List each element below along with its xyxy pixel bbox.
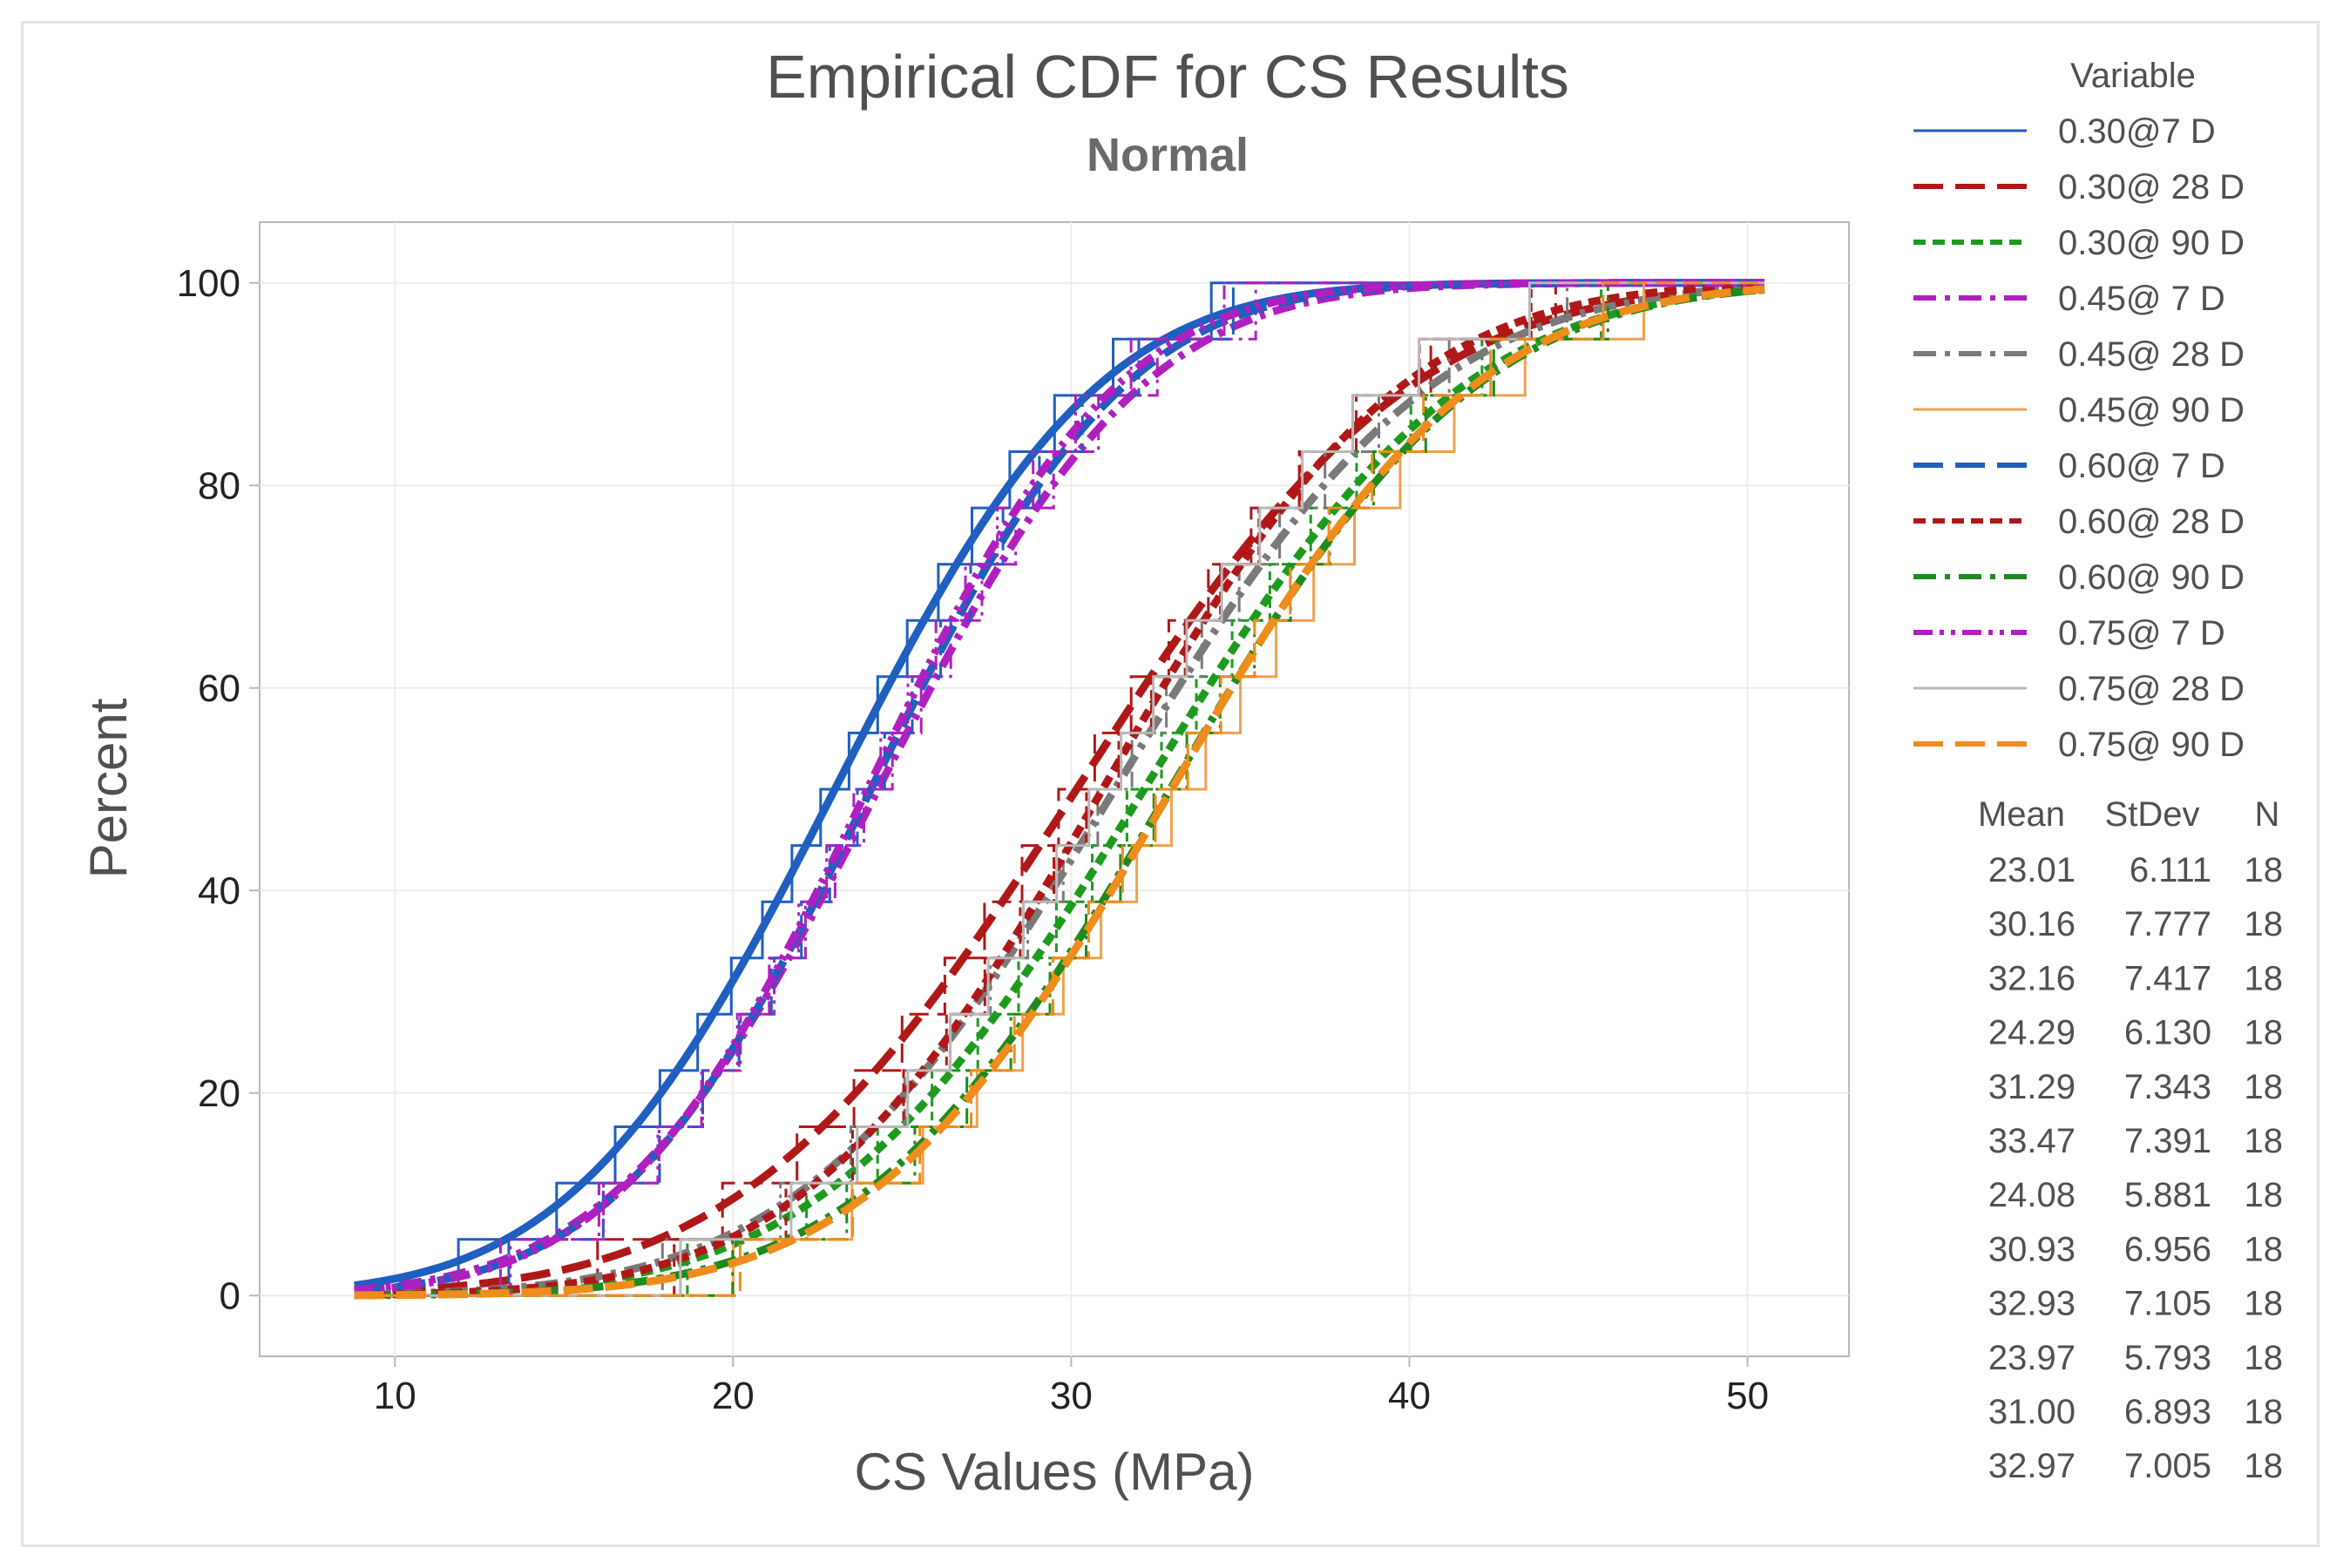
- y-tick-label: 100: [177, 262, 240, 305]
- stat-stdev: 6.956: [2124, 1230, 2211, 1268]
- fitted-cdf-series-8: [354, 281, 1765, 1299]
- stats-header-n: N: [2255, 795, 2280, 834]
- stat-mean: 33.47: [1988, 1122, 2076, 1160]
- x-axis-label: CS Values (MPa): [854, 1443, 1254, 1501]
- y-tick-label: 0: [220, 1274, 240, 1317]
- y-tick-label: 20: [198, 1072, 240, 1115]
- x-tick-label: 40: [1388, 1375, 1431, 1417]
- fitted-cdf-series-10: [354, 279, 1764, 1295]
- legend-entry-label: 0.45@ 7 D: [2058, 280, 2225, 318]
- stats-header-mean: Mean: [1978, 795, 2065, 834]
- y-tick-label: 80: [198, 464, 240, 507]
- legend-entry-label: 0.75@ 28 D: [2058, 670, 2245, 708]
- ecdf-step-series-11: [354, 281, 1764, 1297]
- stat-mean: 32.16: [1988, 959, 2076, 997]
- ecdf-step-series-10: [354, 281, 1764, 1297]
- y-tick-label: 40: [198, 869, 240, 912]
- stat-mean: 30.93: [1988, 1230, 2076, 1268]
- gridlines: [260, 222, 1849, 1356]
- stat-stdev: 6.893: [2124, 1393, 2211, 1431]
- x-tick-label: 30: [1050, 1375, 1093, 1417]
- legend-entry-label: 0.75@ 7 D: [2058, 614, 2225, 652]
- x-tick-label: 10: [374, 1375, 416, 1417]
- stat-n: 18: [2245, 1176, 2284, 1214]
- stat-n: 18: [2245, 959, 2284, 997]
- legend-entry-label: 0.60@ 7 D: [2058, 447, 2225, 485]
- stat-mean: 23.01: [1988, 851, 2076, 889]
- y-tick-label: 60: [198, 667, 240, 710]
- stats-header-stdev: StDev: [2105, 795, 2200, 834]
- stat-n: 18: [2245, 1230, 2284, 1268]
- stat-mean: 31.29: [1988, 1068, 2076, 1106]
- stat-stdev: 7.343: [2124, 1068, 2211, 1106]
- y-axis-label: Percent: [79, 698, 138, 878]
- chart-title: Empirical CDF for CS Results: [766, 43, 1569, 111]
- stat-n: 18: [2245, 1122, 2284, 1160]
- legend-entry-label: 0.30@ 28 D: [2058, 168, 2245, 206]
- chart-subtitle: Normal: [1087, 129, 1249, 181]
- legend-entry-label: 0.60@ 28 D: [2058, 503, 2245, 541]
- stat-stdev: 7.391: [2124, 1122, 2211, 1160]
- cdf-curves: [354, 279, 1765, 1300]
- stat-mean: 24.29: [1988, 1014, 2076, 1052]
- chart-frame: [21, 21, 2319, 1547]
- stat-mean: 31.00: [1988, 1393, 2076, 1431]
- legend-entry-label: 0.30@ 90 D: [2058, 224, 2245, 262]
- stat-n: 18: [2245, 905, 2284, 943]
- stat-stdev: 5.881: [2124, 1176, 2211, 1214]
- legend-title: Variable: [2070, 57, 2196, 95]
- stat-mean: 30.16: [1988, 905, 2076, 943]
- stat-mean: 32.93: [1988, 1285, 2076, 1323]
- stat-n: 18: [2245, 1285, 2284, 1323]
- fitted-cdf-series-12: [354, 285, 1765, 1300]
- legend-entry-label: 0.45@ 90 D: [2058, 391, 2245, 429]
- x-tick-label: 20: [712, 1375, 755, 1417]
- legend-entry-label: 0.30@7 D: [2058, 112, 2216, 151]
- stat-mean: 32.97: [1988, 1447, 2076, 1485]
- legend-entry-label: 0.60@ 90 D: [2058, 558, 2245, 597]
- legend: Variable Mean StDev N 0.30@7 D 0.30@ 28 D…: [1913, 57, 2283, 1485]
- stat-stdev: 5.793: [2124, 1339, 2211, 1377]
- stat-stdev: 6.130: [2124, 1014, 2211, 1052]
- plot-area: [259, 221, 1850, 1357]
- stat-n: 18: [2245, 1014, 2284, 1052]
- stat-stdev: 7.005: [2124, 1447, 2211, 1485]
- stat-stdev: 7.105: [2124, 1285, 2211, 1323]
- stat-stdev: 7.417: [2124, 959, 2211, 997]
- stat-n: 18: [2245, 1068, 2284, 1106]
- stat-mean: 23.97: [1988, 1339, 2076, 1377]
- legend-entry-label: 0.45@ 28 D: [2058, 335, 2245, 374]
- stat-stdev: 7.777: [2124, 905, 2211, 943]
- stat-n: 18: [2245, 1393, 2284, 1431]
- stat-n: 18: [2245, 851, 2284, 889]
- ecdf-step-series-12: [354, 281, 1764, 1297]
- stat-mean: 24.08: [1988, 1176, 2076, 1214]
- stat-n: 18: [2245, 1339, 2284, 1377]
- x-tick-label: 50: [1726, 1375, 1769, 1417]
- stat-stdev: 6.111: [2130, 851, 2211, 889]
- legend-entry-label: 0.75@ 90 D: [2058, 726, 2245, 764]
- stat-n: 18: [2245, 1447, 2284, 1485]
- axes: 10 20 30 40 50 0 20 40 60 80 100: [177, 262, 1769, 1417]
